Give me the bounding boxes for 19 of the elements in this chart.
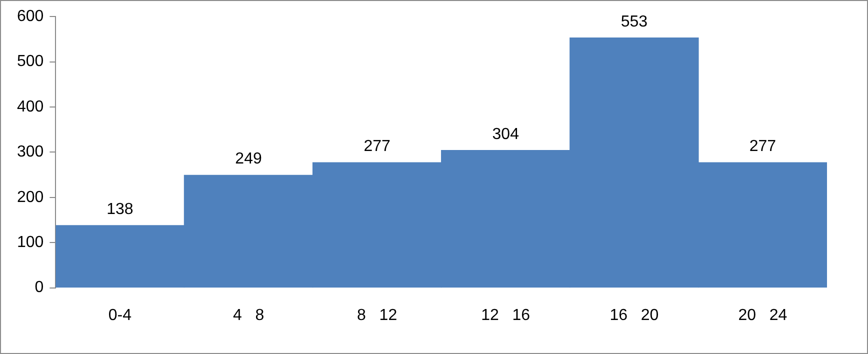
y-tick-label: 600 (16, 8, 44, 26)
data-label: 277 (364, 138, 391, 155)
y-tick-label: 200 (16, 188, 44, 206)
y-tick-label: 400 (16, 98, 44, 116)
x-tick-label: 20 24 (738, 306, 788, 324)
y-tick-label: 100 (16, 234, 44, 252)
x-tick-label: 12 16 (481, 306, 530, 324)
x-tick-label: 0-4 (108, 306, 132, 324)
x-tick-label: 4 8 (232, 306, 264, 324)
data-label: 138 (106, 200, 134, 218)
y-tick-label: 500 (16, 53, 44, 70)
x-tick-label: 8 12 (357, 306, 398, 324)
y-tick-label: 0 (34, 279, 44, 296)
x-tick-label: 16 20 (610, 306, 659, 324)
data-label: 277 (749, 138, 776, 155)
data-label: 553 (620, 13, 648, 30)
data-label: 249 (235, 150, 262, 168)
y-tick-label: 300 (16, 144, 44, 161)
data-label: 304 (492, 126, 520, 143)
